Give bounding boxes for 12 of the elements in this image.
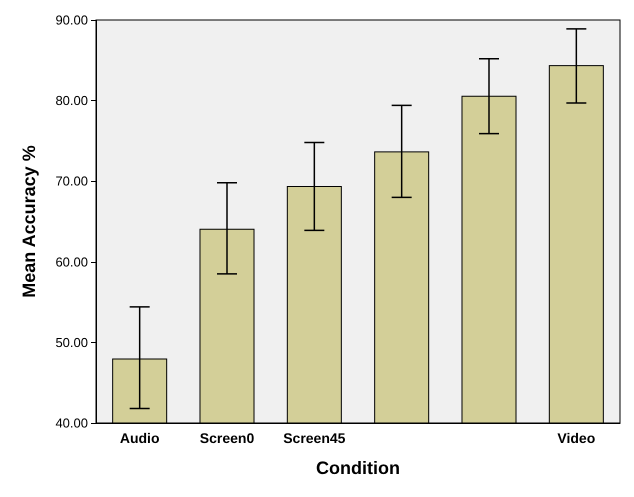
- y-tick-label: 60.00: [55, 254, 88, 270]
- y-tick-label: 70.00: [55, 174, 88, 189]
- x-axis-title: Condition: [316, 458, 400, 478]
- y-tick-label: 80.00: [55, 93, 88, 108]
- y-axis-title: Mean Accuracy %: [19, 145, 39, 298]
- y-tick-label: 50.00: [55, 334, 88, 350]
- x-tick-label: Screen0: [200, 430, 254, 446]
- y-tick-label: 90.00: [55, 12, 88, 28]
- x-tick-label: Screen45: [283, 430, 346, 446]
- x-tick-label: Video: [557, 430, 596, 446]
- x-tick-label: Audio: [120, 430, 160, 446]
- y-tick-label: 40.00: [55, 416, 88, 430]
